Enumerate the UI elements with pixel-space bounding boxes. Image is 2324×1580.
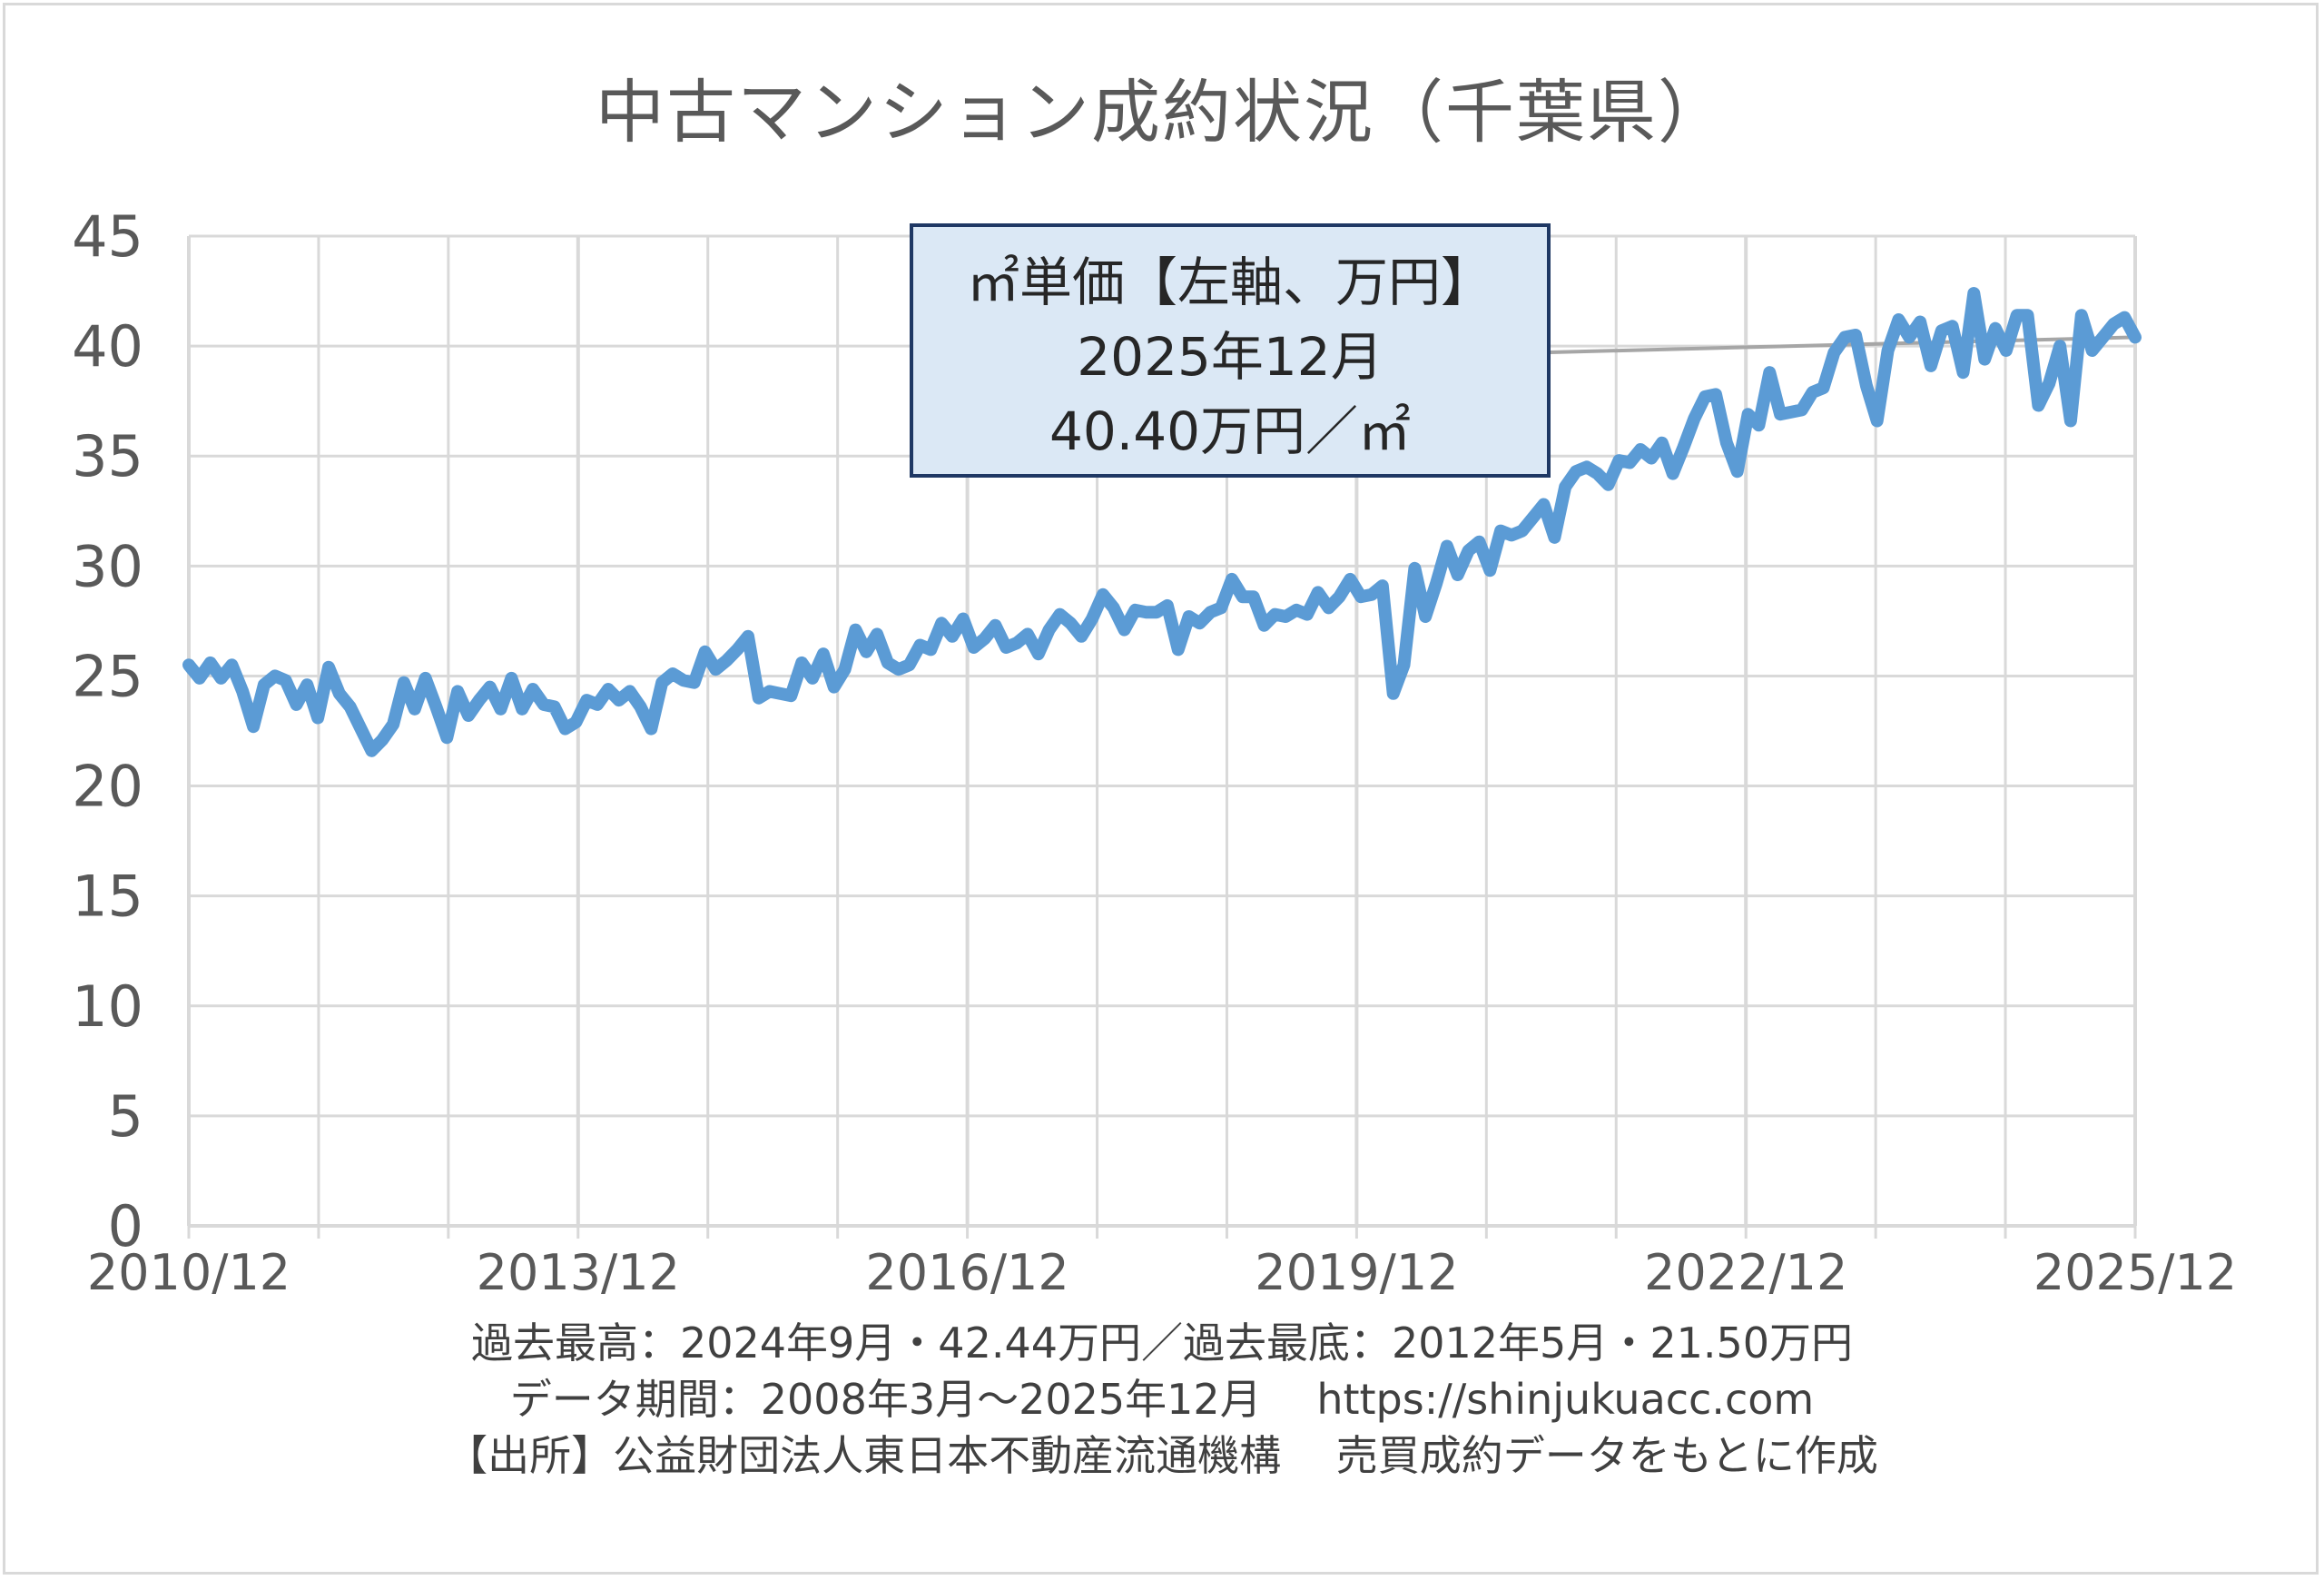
value-callout: ㎡単価【左軸、万円】 2025年12月 40.40万円／㎡: [910, 223, 1551, 478]
x-tick-label: 2022/12: [1644, 1244, 1847, 1301]
x-tick-label: 2010/12: [87, 1244, 290, 1301]
y-tick-label: 25: [72, 643, 143, 709]
chart-title: 中古マンション成約状況（千葉県）: [596, 72, 1728, 153]
x-tick-label: 2013/12: [477, 1244, 680, 1301]
x-tick-label: 2016/12: [865, 1244, 1068, 1301]
series: [182, 287, 2142, 757]
y-tick-label: 0: [108, 1193, 143, 1259]
y-tick-label: 30: [72, 533, 143, 599]
axes: [187, 236, 2137, 1239]
series-line: [182, 287, 2142, 757]
y-tick-label: 40: [72, 313, 143, 380]
x-tick-label: 2019/12: [1255, 1244, 1458, 1301]
x-tick-label: 2025/12: [2034, 1244, 2237, 1301]
y-tick-label: 20: [72, 754, 143, 820]
y-tick-label: 45: [72, 203, 143, 270]
y-tick-label: 5: [108, 1083, 143, 1150]
footnote-period: データ期間：2008年3月～2025年12月 https://shinjukua…: [509, 1375, 1815, 1424]
footnotes: 過去最高：2024年9月・42.44万円／過去最底：2012年5月・21.50万…: [0, 1315, 2324, 1484]
callout-title: ㎡単価【左軸、万円】: [966, 252, 1493, 313]
callout-date: 2025年12月: [1077, 326, 1384, 388]
y-tick-label: 35: [72, 423, 143, 489]
footnote-source: 【出所】公益財団法人東日本不動産流通機構 売買成約データをもとに作成: [446, 1431, 1878, 1480]
footnote-record: 過去最高：2024年9月・42.44万円／過去最底：2012年5月・21.50万…: [470, 1318, 1854, 1368]
tick-labels: 0 5 10 15 20 25 30 35 40 45 2010/12 2013/12 2016/12 2…: [72, 203, 2237, 1301]
y-tick-label: 10: [72, 973, 143, 1040]
callout-value: 40.40万円／㎡: [1049, 400, 1412, 462]
y-tick-label: 15: [72, 864, 143, 930]
